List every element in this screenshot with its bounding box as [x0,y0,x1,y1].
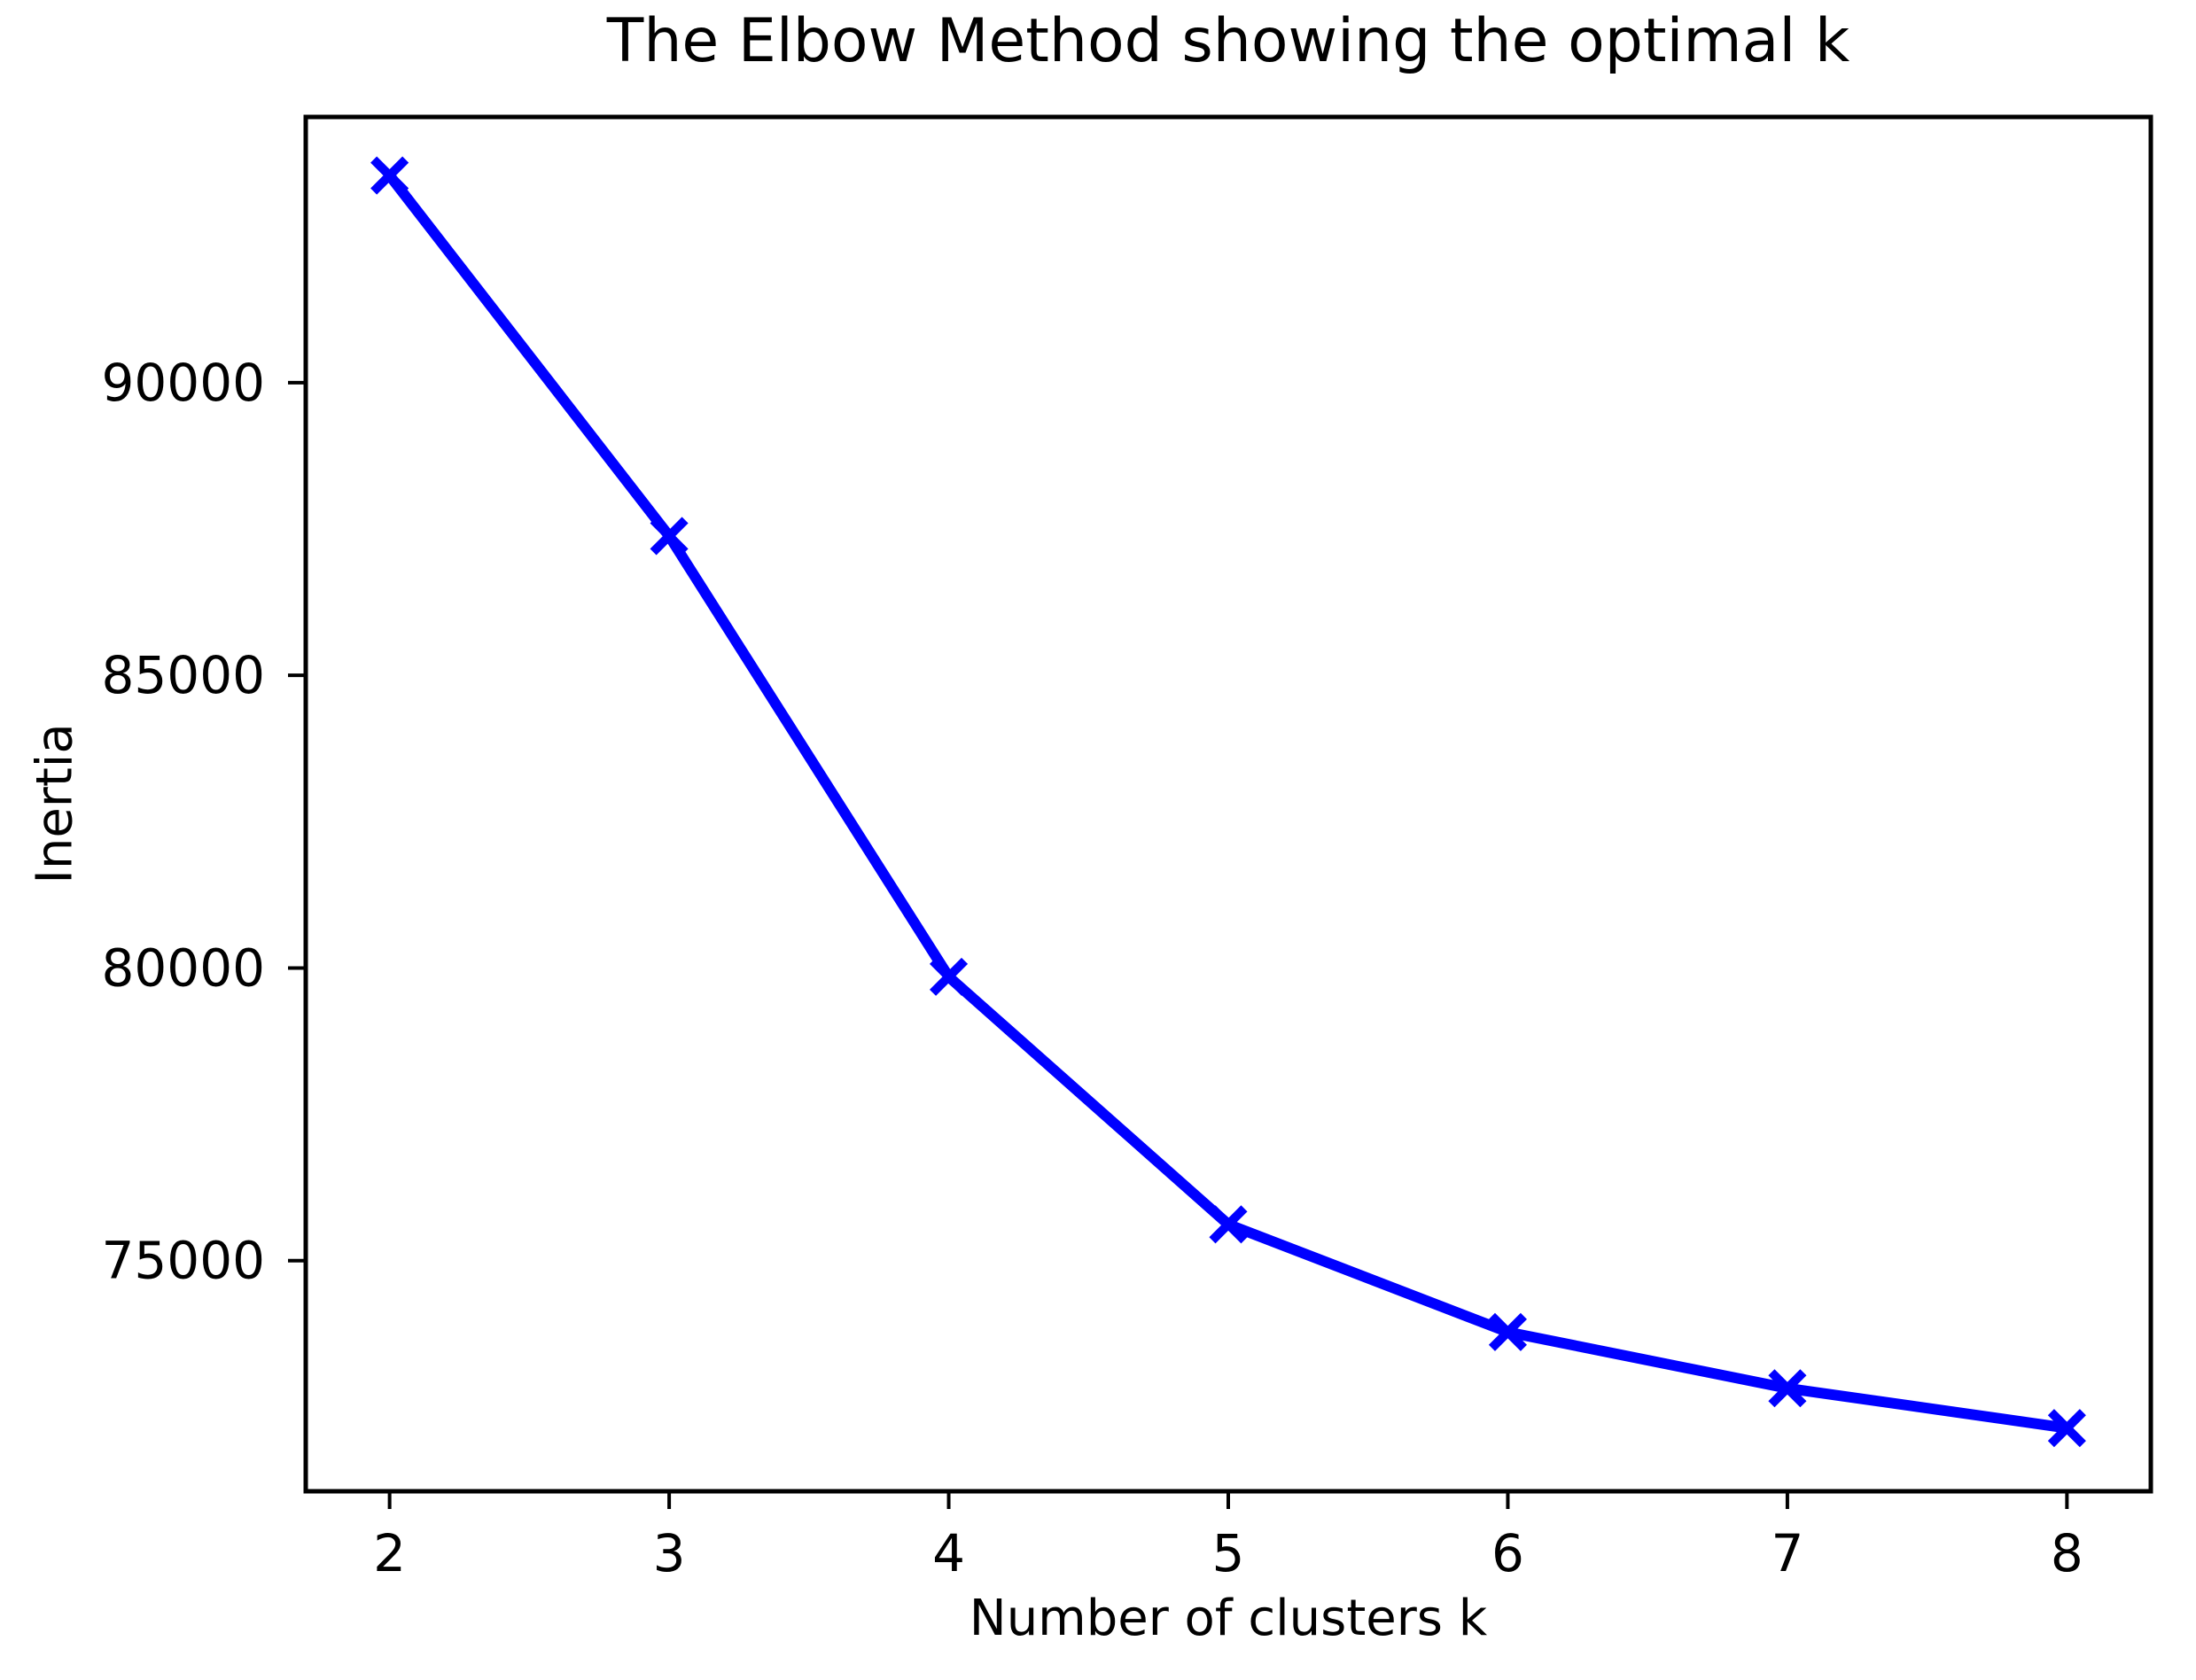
x-tick-label: 3 [653,1523,686,1583]
data-point-marker [1768,1369,1807,1408]
y-tick-label: 90000 [101,353,265,413]
x-tick-label: 2 [373,1523,406,1583]
data-point-marker [1488,1312,1527,1351]
data-point-marker [650,517,689,556]
chart-title: The Elbow Method showing the optimal k [606,6,1850,76]
data-point-marker [930,957,969,996]
data-point-marker [370,156,409,195]
x-tick-label: 4 [932,1523,965,1583]
y-tick-label: 80000 [101,937,265,998]
x-tick-label: 8 [2051,1523,2083,1583]
plot-border [303,114,2153,1494]
x-axis-label: Number of clusters k [969,1590,1488,1647]
data-point-marker [1209,1205,1248,1244]
y-tick-label: 75000 [101,1231,265,1291]
y-tick-label: 85000 [101,645,265,705]
x-tick-label: 6 [1491,1523,1524,1583]
x-tick-label: 7 [1771,1523,1803,1583]
x-tick-label: 5 [1212,1523,1245,1583]
data-point-marker [2047,1409,2086,1448]
data-line [384,170,2073,1434]
